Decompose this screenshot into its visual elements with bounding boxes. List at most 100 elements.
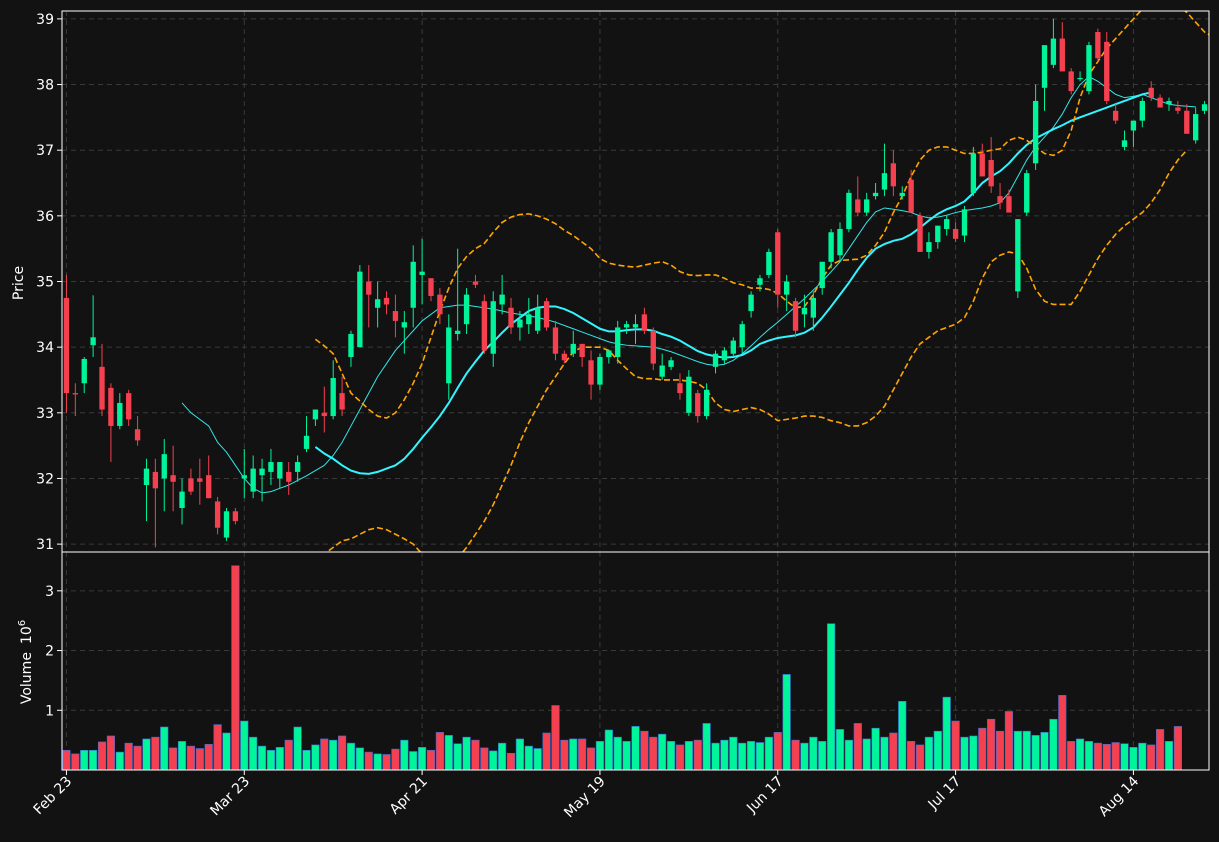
candle-body	[294, 462, 301, 472]
volume-bar	[80, 749, 89, 771]
candle-body	[463, 294, 470, 325]
volume-bar	[524, 745, 533, 771]
volume-bar	[622, 741, 631, 771]
candle-body	[206, 475, 212, 499]
volume-bar	[702, 723, 711, 771]
candle-body	[597, 357, 603, 385]
volume-bar	[1004, 711, 1014, 771]
candle-body	[944, 219, 950, 229]
candle-body	[1086, 45, 1092, 92]
volume-bar	[373, 753, 382, 771]
volume-bar	[595, 741, 605, 771]
volume-bar	[435, 732, 444, 771]
price-y-tick-label: 36	[36, 209, 54, 225]
volume-bar	[1084, 741, 1094, 771]
volume-y-axis: 1 2 3	[45, 584, 62, 719]
candle-body	[143, 468, 150, 486]
volume-bar	[907, 741, 916, 771]
candle-body	[952, 228, 959, 239]
volume-bar	[346, 742, 356, 771]
candle-body	[277, 462, 283, 479]
volume-y-tick-label: 1	[45, 703, 54, 719]
price-y-tick-label: 33	[36, 406, 54, 422]
volume-bar	[889, 732, 898, 771]
volume-bar	[320, 738, 329, 771]
candle-body	[712, 353, 719, 367]
candle-body	[668, 360, 674, 367]
volume-panel-frame	[61, 551, 1210, 771]
volume-bar	[791, 739, 800, 771]
volume-bar	[426, 749, 436, 771]
candle-body	[1130, 120, 1137, 131]
candle-body	[90, 337, 96, 346]
volume-bar	[106, 735, 115, 771]
candle-body	[899, 192, 905, 197]
volume-bar	[844, 739, 853, 771]
volume-bar	[711, 742, 720, 771]
volume-bar	[266, 749, 276, 771]
candle-body	[641, 314, 648, 331]
volume-bar	[418, 747, 427, 771]
candle-body	[63, 297, 70, 394]
candle-body	[837, 228, 843, 256]
volume-axis-exponent: 6	[17, 620, 28, 626]
volume-bar	[240, 720, 249, 771]
candle-body	[303, 435, 310, 449]
candle-body	[1184, 110, 1190, 134]
volume-bar	[1164, 741, 1174, 771]
candle-body	[1192, 114, 1199, 141]
candle-body	[197, 478, 203, 482]
candle-body	[179, 491, 185, 509]
candle-body	[126, 393, 132, 420]
volume-bar	[1156, 729, 1165, 771]
candle-body	[588, 360, 594, 385]
volume-bar	[871, 727, 880, 771]
candle-body	[686, 376, 692, 413]
candle-body	[286, 471, 292, 482]
volume-bar	[355, 747, 364, 771]
candle-body	[979, 153, 985, 177]
volume-bar	[462, 736, 471, 771]
volume-bar	[382, 754, 391, 771]
candle-body	[117, 402, 123, 426]
volume-bar	[1129, 747, 1138, 771]
volume-bar	[640, 730, 649, 771]
candle-body	[1148, 87, 1154, 98]
candle-body	[801, 307, 808, 315]
candle-body	[152, 471, 159, 489]
volume-bar	[827, 623, 836, 771]
candle-body	[1024, 173, 1030, 213]
candle-body	[1050, 38, 1057, 65]
volume-bar	[951, 720, 960, 771]
candle-body	[1059, 38, 1065, 72]
volume-bar	[649, 736, 658, 771]
volume-bar	[293, 726, 302, 771]
volume-bar	[471, 739, 480, 771]
volume-bar	[773, 732, 782, 771]
volume-axis-title: Volume 106	[17, 620, 35, 704]
volume-bar	[515, 738, 524, 771]
candle-body	[792, 301, 799, 331]
volume-bar	[1102, 744, 1111, 771]
volume-bar	[453, 743, 462, 771]
candle-body	[810, 297, 816, 318]
candle-body	[1175, 107, 1181, 111]
volume-bar	[1013, 730, 1022, 771]
candle-body	[401, 322, 407, 328]
price-axis-title: Price	[11, 266, 27, 300]
price-y-tick-label: 39	[36, 12, 54, 28]
volume-bar	[391, 748, 400, 771]
candle-body	[606, 350, 612, 358]
volume-bar	[302, 749, 311, 771]
band-lower-line	[325, 149, 1188, 552]
volume-bar	[1049, 718, 1058, 771]
candle-body	[1068, 71, 1074, 92]
volume-bar	[329, 739, 338, 771]
volume-bar	[658, 733, 667, 771]
volume-bar	[195, 748, 204, 771]
volume-bar	[987, 718, 996, 771]
candle-body	[1006, 196, 1012, 213]
candle-body	[241, 475, 247, 479]
candle-body	[437, 294, 443, 315]
volume-axis-label: Volume	[19, 652, 35, 704]
